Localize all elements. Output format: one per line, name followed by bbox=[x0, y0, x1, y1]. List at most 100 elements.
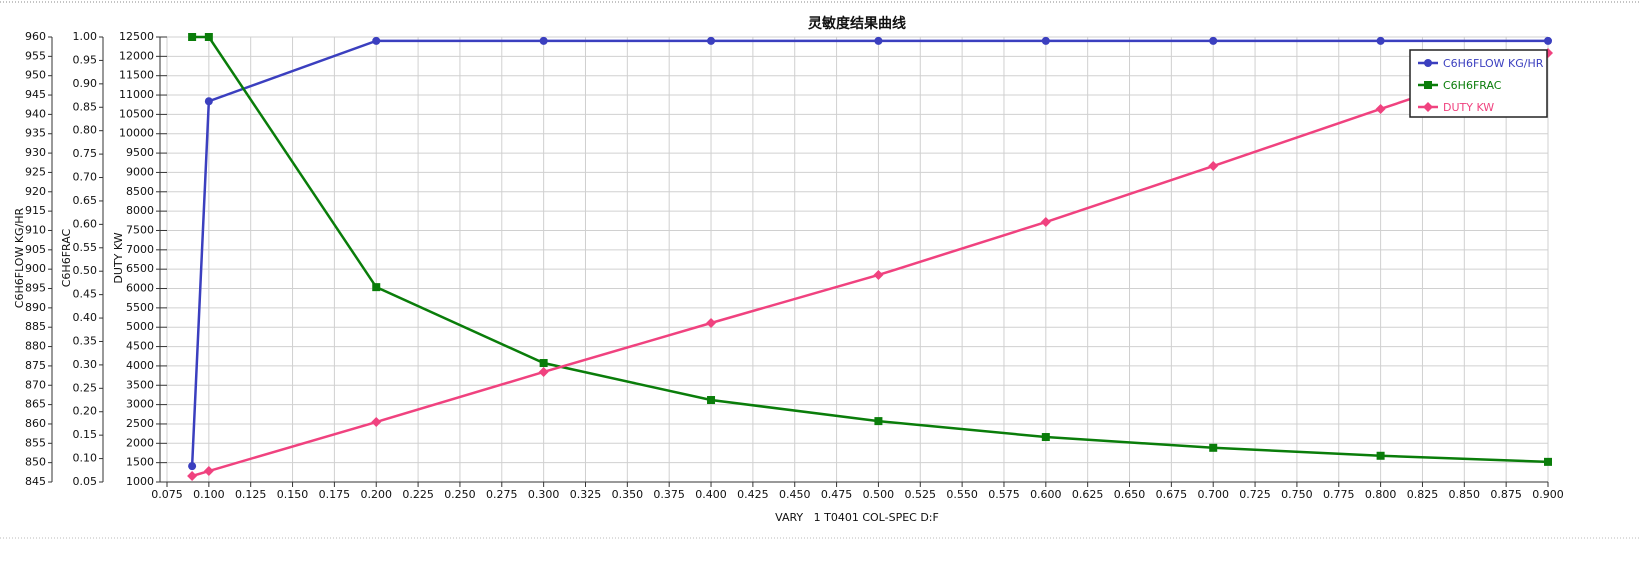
x-tick-label: 0.400 bbox=[695, 488, 727, 501]
marker bbox=[188, 462, 197, 471]
y2-tick-label: 0.50 bbox=[73, 264, 98, 277]
y-tick-label: 900 bbox=[25, 262, 46, 275]
x-tick-label: 0.600 bbox=[1030, 488, 1062, 501]
y2-tick-label: 0.80 bbox=[73, 124, 98, 137]
marker bbox=[372, 283, 381, 292]
series-line bbox=[190, 39, 1548, 467]
marker bbox=[1544, 36, 1552, 45]
y3-tick-label: 1000 bbox=[126, 475, 154, 488]
y3-tick-label: 3000 bbox=[126, 398, 154, 411]
y2-tick-label: 0.75 bbox=[73, 147, 98, 160]
x-tick-label: 0.225 bbox=[402, 488, 434, 501]
y2-tick-label: 0.15 bbox=[73, 428, 98, 441]
marker bbox=[1040, 217, 1051, 228]
y2-tick-label: 0.35 bbox=[73, 334, 98, 347]
y-tick-label: 905 bbox=[25, 243, 46, 256]
x-tick-label: 0.650 bbox=[1114, 488, 1146, 501]
marker bbox=[204, 97, 213, 106]
x-tick-label: 0.275 bbox=[486, 488, 518, 501]
marker bbox=[706, 317, 717, 328]
y-tick-label: 895 bbox=[25, 282, 46, 295]
y-tick-label: 865 bbox=[25, 398, 46, 411]
marker bbox=[1424, 81, 1432, 89]
y-tick-label: 925 bbox=[25, 165, 46, 178]
marker bbox=[874, 417, 883, 426]
y3-tick-label: 12000 bbox=[119, 49, 154, 62]
y-axis-label: C6H6FLOW KG/HR bbox=[13, 207, 26, 308]
y3-tick-label: 11500 bbox=[119, 69, 154, 82]
y3-tick-label: 5000 bbox=[126, 320, 154, 333]
y2-tick-label: 0.65 bbox=[73, 194, 98, 207]
x-tick-label: 0.900 bbox=[1532, 488, 1564, 501]
y2-tick-label: 0.90 bbox=[73, 77, 98, 90]
marker bbox=[1376, 451, 1385, 460]
y-tick-label: 930 bbox=[25, 146, 46, 159]
y3-tick-label: 4500 bbox=[126, 340, 154, 353]
y3-axis-label: DUTY KW bbox=[112, 232, 125, 283]
x-tick-label: 0.825 bbox=[1407, 488, 1439, 501]
x-tick-label: 0.100 bbox=[193, 488, 225, 501]
y-tick-label: 955 bbox=[25, 49, 46, 62]
y2-tick-label: 0.25 bbox=[73, 381, 98, 394]
y-tick-label: 915 bbox=[25, 204, 46, 217]
marker bbox=[1376, 36, 1385, 45]
marker bbox=[874, 36, 883, 45]
y-tick-label: 935 bbox=[25, 127, 46, 140]
x-tick-label: 0.500 bbox=[863, 488, 895, 501]
marker bbox=[538, 366, 549, 377]
y-tick-label: 860 bbox=[25, 417, 46, 430]
y2-tick-label: 0.20 bbox=[73, 405, 98, 418]
x-tick-label: 0.575 bbox=[988, 488, 1020, 501]
x-tick-label: 0.875 bbox=[1490, 488, 1522, 501]
y3-tick-label: 6500 bbox=[126, 262, 154, 275]
y2-tick-label: 0.85 bbox=[73, 100, 98, 113]
x-tick-label: 0.375 bbox=[653, 488, 685, 501]
y3-tick-label: 10500 bbox=[119, 107, 154, 120]
legend-label: C6H6FRAC bbox=[1443, 79, 1502, 92]
marker bbox=[1041, 36, 1050, 45]
x-tick-label: 0.200 bbox=[360, 488, 392, 501]
y3-tick-label: 3500 bbox=[126, 378, 154, 391]
x-tick-label: 0.525 bbox=[905, 488, 937, 501]
x-tick-label: 0.425 bbox=[737, 488, 769, 501]
x-tick-label: 0.750 bbox=[1281, 488, 1313, 501]
y-tick-label: 855 bbox=[25, 436, 46, 449]
x-tick-label: 0.350 bbox=[612, 488, 644, 501]
marker bbox=[1209, 443, 1218, 452]
y3-tick-label: 7000 bbox=[126, 243, 154, 256]
marker bbox=[539, 359, 548, 368]
y2-tick-label: 0.95 bbox=[73, 53, 98, 66]
y3-tick-label: 4000 bbox=[126, 359, 154, 372]
marker bbox=[1041, 433, 1050, 442]
marker bbox=[1424, 59, 1432, 67]
y2-tick-label: 0.55 bbox=[73, 241, 98, 254]
x-tick-label: 0.175 bbox=[319, 488, 351, 501]
y2-tick-label: 0.60 bbox=[73, 217, 98, 230]
x-tick-label: 0.325 bbox=[570, 488, 602, 501]
x-tick-label: 0.475 bbox=[821, 488, 853, 501]
y3-tick-label: 11000 bbox=[119, 88, 154, 101]
y-tick-label: 945 bbox=[25, 88, 46, 101]
marker bbox=[1209, 36, 1218, 45]
marker bbox=[1544, 457, 1552, 466]
y3-tick-label: 2000 bbox=[126, 436, 154, 449]
x-tick-label: 0.550 bbox=[946, 488, 978, 501]
y3-tick-label: 8500 bbox=[126, 185, 154, 198]
y2-tick-label: 0.05 bbox=[73, 475, 98, 488]
y3-tick-label: 12500 bbox=[119, 30, 154, 43]
x-tick-label: 0.700 bbox=[1197, 488, 1229, 501]
y-tick-label: 890 bbox=[25, 301, 46, 314]
y-tick-label: 950 bbox=[25, 69, 46, 82]
x-tick-label: 0.450 bbox=[779, 488, 811, 501]
series-line bbox=[191, 51, 1549, 478]
y3-tick-label: 2500 bbox=[126, 417, 154, 430]
y-tick-label: 940 bbox=[25, 107, 46, 120]
chart-title: 灵敏度结果曲线 bbox=[808, 15, 906, 32]
y2-tick-label: 0.10 bbox=[73, 452, 98, 465]
marker bbox=[873, 269, 884, 280]
x-tick-label: 0.850 bbox=[1449, 488, 1481, 501]
x-tick-label: 0.125 bbox=[235, 488, 267, 501]
x-tick-label: 0.150 bbox=[277, 488, 309, 501]
y3-tick-label: 5500 bbox=[126, 301, 154, 314]
